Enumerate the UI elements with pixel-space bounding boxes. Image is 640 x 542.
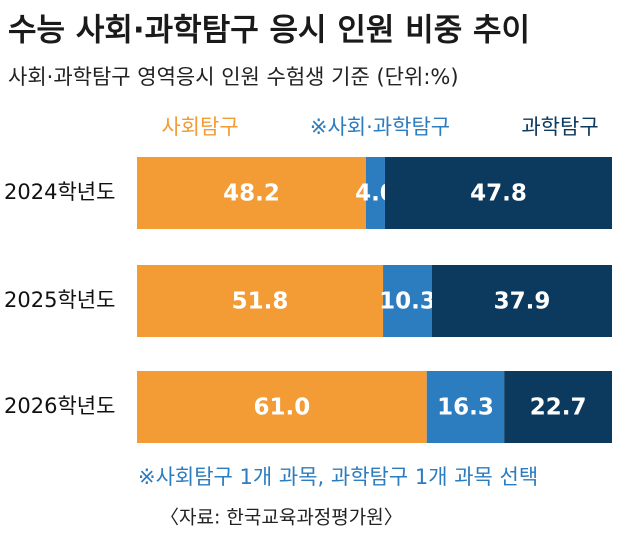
- source: 〈자료: 한국교육과정평가원〉: [160, 507, 403, 529]
- data-label: 51.8: [232, 289, 289, 315]
- data-label: 16.3: [437, 395, 494, 421]
- legend-label: 사회탐구: [161, 115, 238, 139]
- bar-segment: [383, 265, 432, 337]
- data-label: 37.9: [494, 289, 551, 315]
- data-label: 10.3: [379, 289, 436, 315]
- bar-segment: [384, 157, 612, 229]
- bar-segment: [426, 371, 505, 443]
- y-tick-label: 2026학년도: [4, 394, 115, 418]
- data-label: 22.7: [530, 395, 587, 421]
- data-label: 47.8: [470, 181, 527, 207]
- bar-segment: [365, 157, 385, 229]
- bar-segment: [137, 371, 427, 443]
- data-label: 48.2: [223, 181, 280, 207]
- chart-title: 수능 사회·과학탐구 응시 인원 비중 추이: [8, 13, 530, 49]
- chart-subtitle: 사회·과학탐구 영역응시 인원 수험생 기준 (단위:%): [8, 65, 459, 89]
- bar-segment: [137, 265, 384, 337]
- bar-segment: [504, 371, 612, 443]
- bar-segment: [137, 157, 366, 229]
- y-tick-label: 2024학년도: [4, 180, 115, 204]
- y-tick-label: 2025학년도: [4, 288, 115, 312]
- legend-label: ※사회·과학탐구: [310, 115, 450, 139]
- legend-label: 과학탐구: [521, 115, 598, 139]
- note: ※사회탐구 1개 과목, 과학탐구 1개 과목 선택: [138, 465, 538, 489]
- bar-segment: [431, 265, 612, 337]
- data-label: 61.0: [254, 395, 311, 421]
